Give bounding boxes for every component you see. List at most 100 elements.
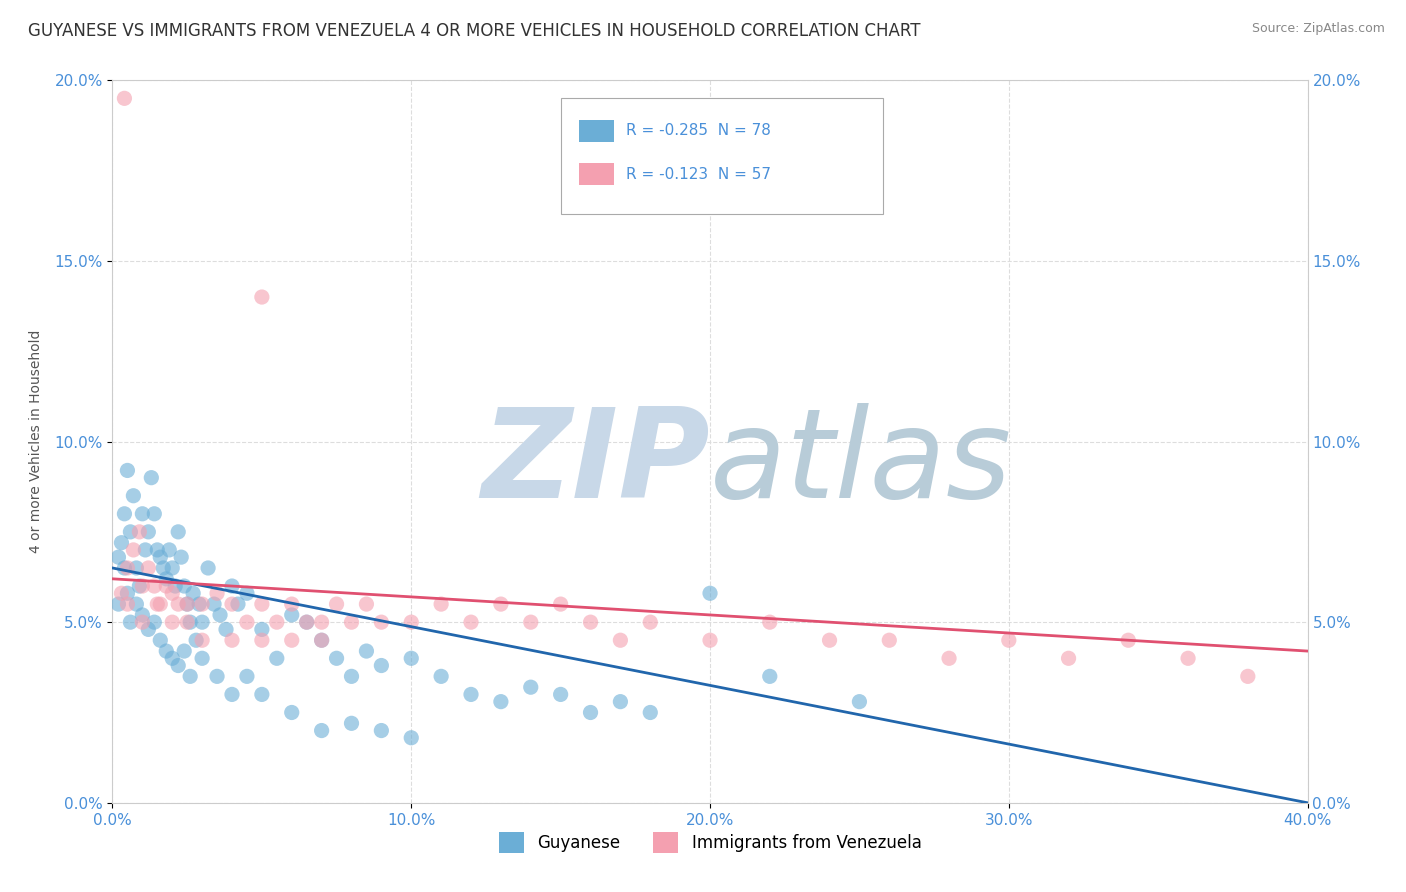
Point xyxy=(250,633,273,648)
Point xyxy=(215,623,238,637)
Point xyxy=(1057,651,1080,665)
Point xyxy=(120,615,142,630)
Point xyxy=(131,615,153,630)
FancyBboxPatch shape xyxy=(561,98,883,214)
Text: R = -0.285  N = 78: R = -0.285 N = 78 xyxy=(627,123,772,138)
Point xyxy=(188,597,211,611)
Point xyxy=(176,615,198,630)
Point xyxy=(170,550,193,565)
Point xyxy=(759,615,782,630)
Point xyxy=(186,633,208,648)
Point xyxy=(1177,651,1199,665)
Point xyxy=(340,669,363,683)
Point xyxy=(281,706,304,720)
Point xyxy=(173,579,195,593)
Point xyxy=(128,524,150,539)
Point xyxy=(250,597,273,611)
Point xyxy=(266,651,288,665)
Point xyxy=(281,633,304,648)
Point xyxy=(138,623,160,637)
Point xyxy=(107,597,129,611)
Point xyxy=(818,633,841,648)
Point xyxy=(152,561,174,575)
Point xyxy=(143,507,166,521)
Point xyxy=(120,524,142,539)
Point xyxy=(205,586,228,600)
Text: GUYANESE VS IMMIGRANTS FROM VENEZUELA 4 OR MORE VEHICLES IN HOUSEHOLD CORRELATIO: GUYANESE VS IMMIGRANTS FROM VENEZUELA 4 … xyxy=(28,22,921,40)
Point xyxy=(122,542,145,557)
Point xyxy=(110,535,132,549)
Point xyxy=(340,615,363,630)
Point xyxy=(181,586,204,600)
Point xyxy=(125,561,148,575)
Point xyxy=(236,669,259,683)
Point xyxy=(236,586,259,600)
Point xyxy=(146,597,169,611)
Point xyxy=(110,586,132,600)
Point xyxy=(430,597,453,611)
Point xyxy=(401,651,423,665)
Point xyxy=(250,687,273,701)
Point xyxy=(221,597,243,611)
Point xyxy=(281,607,304,622)
Point xyxy=(165,579,187,593)
Point xyxy=(157,542,180,557)
Point xyxy=(356,597,378,611)
Point xyxy=(460,687,482,701)
Point xyxy=(311,633,333,648)
Point xyxy=(489,597,512,611)
Point xyxy=(143,615,166,630)
Point xyxy=(131,607,153,622)
Point xyxy=(117,586,139,600)
Point xyxy=(311,633,333,648)
Point xyxy=(370,658,392,673)
Point xyxy=(226,597,249,611)
Point xyxy=(162,586,183,600)
Point xyxy=(117,561,139,575)
Point xyxy=(250,623,273,637)
Y-axis label: 4 or more Vehicles in Household: 4 or more Vehicles in Household xyxy=(30,330,44,553)
Point xyxy=(1237,669,1260,683)
Point xyxy=(266,615,288,630)
Point xyxy=(699,586,721,600)
Point xyxy=(149,597,172,611)
Point xyxy=(281,597,304,611)
Point xyxy=(311,615,333,630)
Point xyxy=(131,507,153,521)
Point xyxy=(141,471,163,485)
Point xyxy=(579,706,602,720)
Point xyxy=(489,695,512,709)
Point xyxy=(173,644,195,658)
Point xyxy=(236,615,259,630)
Point xyxy=(356,644,378,658)
Point xyxy=(114,561,135,575)
Point xyxy=(162,561,183,575)
Point xyxy=(138,561,160,575)
Text: atlas: atlas xyxy=(710,402,1012,524)
Point xyxy=(162,651,183,665)
Point xyxy=(114,91,135,105)
Point xyxy=(609,633,631,648)
Point xyxy=(205,669,228,683)
Point xyxy=(209,607,232,622)
Point xyxy=(370,615,392,630)
Point xyxy=(550,687,572,701)
Point xyxy=(938,651,960,665)
Point xyxy=(221,579,243,593)
Text: ZIP: ZIP xyxy=(481,402,710,524)
Point xyxy=(221,687,243,701)
Point xyxy=(167,524,190,539)
Point xyxy=(117,463,139,477)
Point xyxy=(520,680,543,694)
Point xyxy=(295,615,318,630)
Point xyxy=(1118,633,1140,648)
Point xyxy=(167,658,190,673)
Point xyxy=(162,615,183,630)
Point xyxy=(325,597,347,611)
Point xyxy=(128,579,150,593)
Point xyxy=(191,615,214,630)
Point xyxy=(998,633,1021,648)
Point xyxy=(197,561,219,575)
FancyBboxPatch shape xyxy=(579,120,614,142)
Point xyxy=(699,633,721,648)
